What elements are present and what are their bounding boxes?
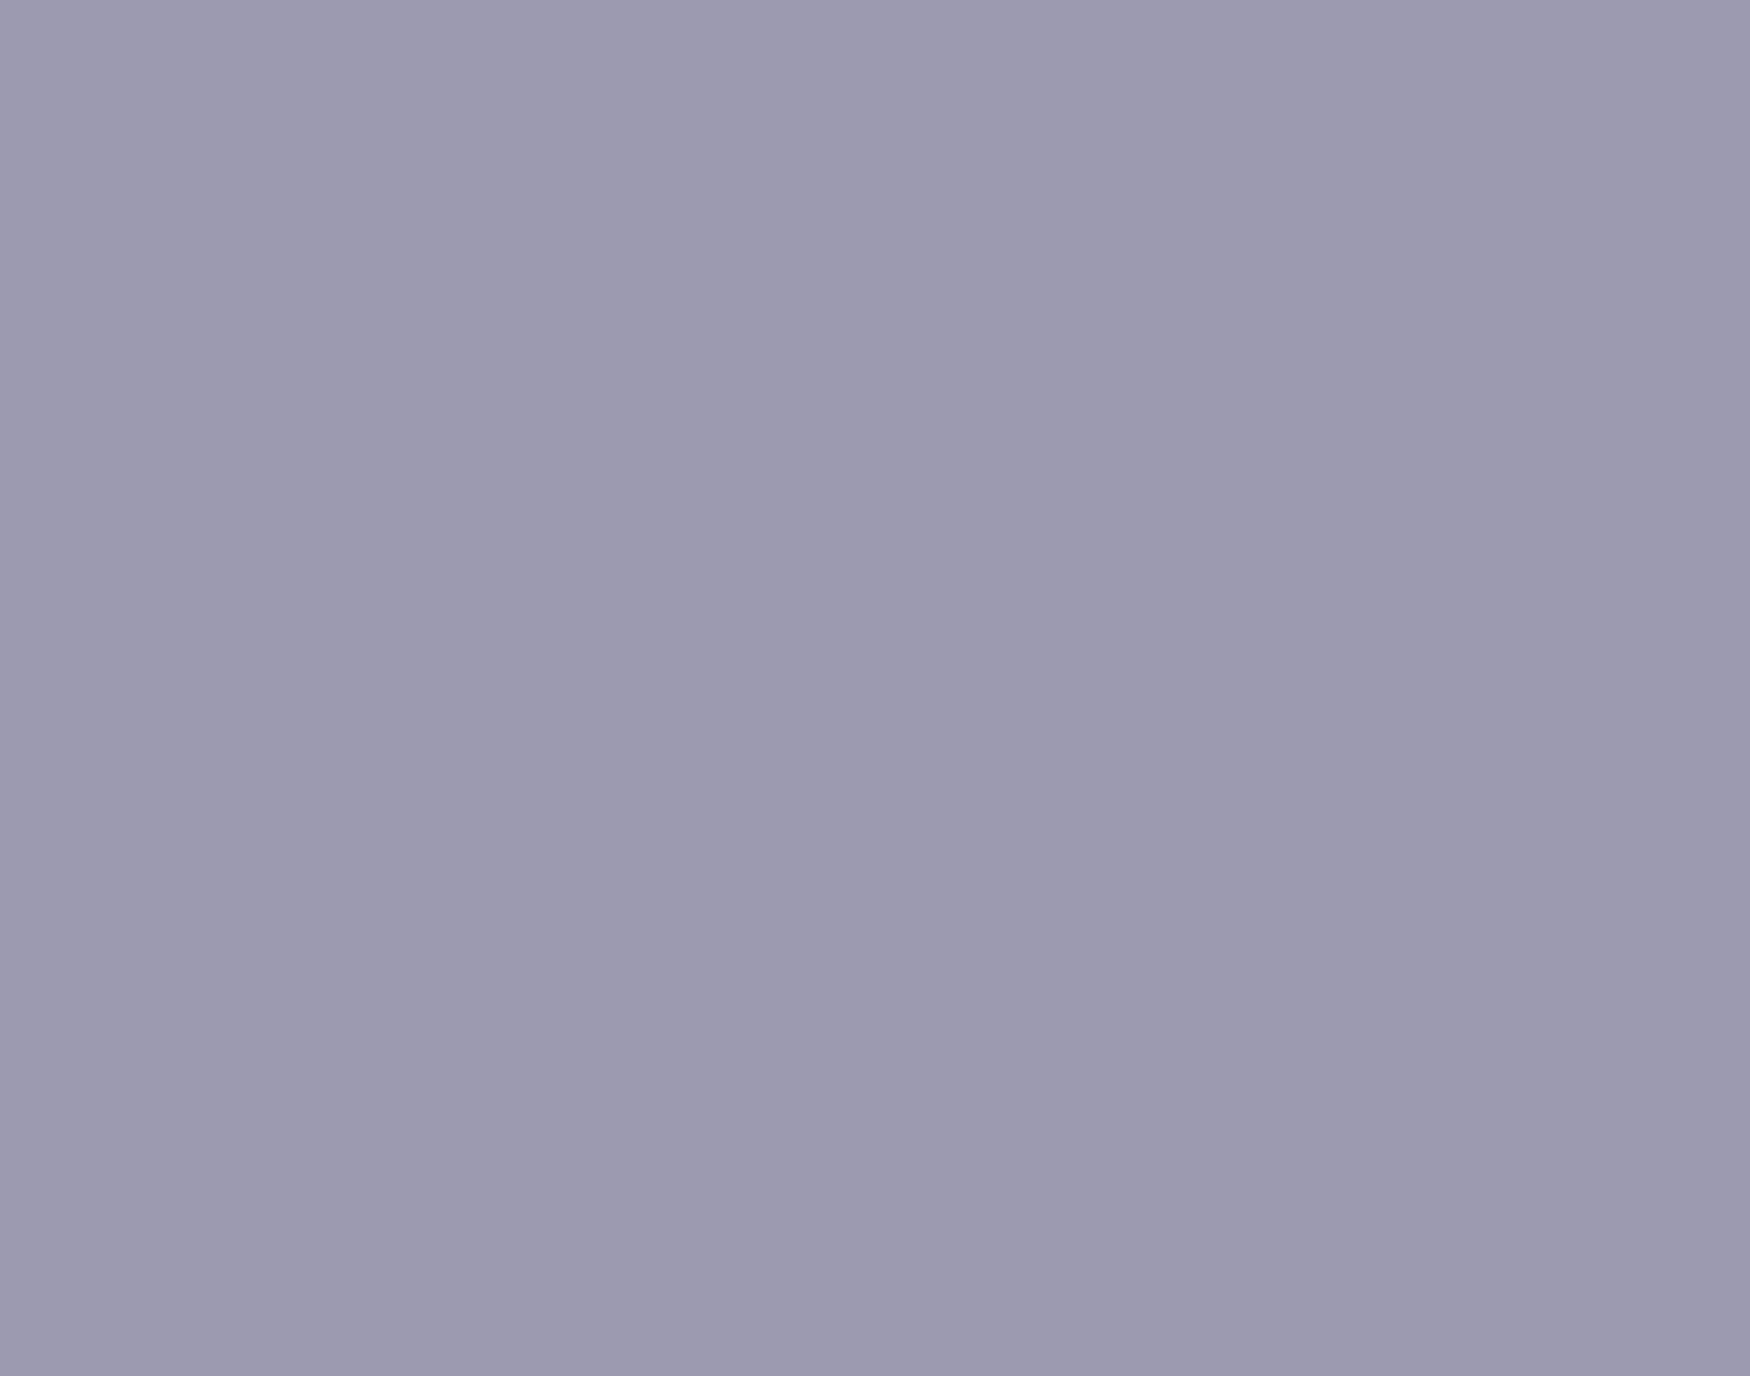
figure-canvas bbox=[0, 0, 1750, 1376]
network-figure bbox=[0, 0, 1750, 1376]
